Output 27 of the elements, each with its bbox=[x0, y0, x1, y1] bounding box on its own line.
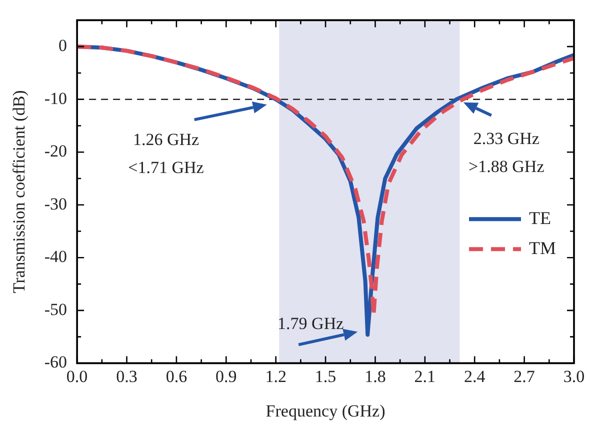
x-tick-label: 2.7 bbox=[514, 366, 536, 386]
x-tick-label: 0.0 bbox=[66, 366, 88, 386]
y-tick-label: -40 bbox=[44, 247, 68, 266]
legend-label: TE bbox=[529, 208, 551, 228]
x-tick-label: 0.6 bbox=[166, 366, 188, 386]
y-tick-label: 0 bbox=[58, 36, 68, 56]
annotation: <1.71 GHz bbox=[128, 158, 204, 178]
x-tick-label: 2.4 bbox=[464, 366, 486, 386]
annotation: 2.33 GHz bbox=[473, 128, 540, 148]
y-tick-label: -50 bbox=[44, 300, 68, 319]
y-tick-label: -20 bbox=[44, 142, 68, 161]
x-tick-label: 1.2 bbox=[265, 366, 286, 386]
y-tick-label: -60 bbox=[44, 352, 68, 372]
legend-label: TM bbox=[529, 238, 556, 258]
x-tick-label: 1.5 bbox=[314, 366, 336, 386]
x-tick-label: 2.1 bbox=[414, 366, 436, 386]
x-tick-label: 3.0 bbox=[563, 366, 585, 386]
x-tick-label: 0.3 bbox=[116, 366, 138, 386]
x-tick-label: 0.9 bbox=[216, 366, 237, 386]
annotation: >1.88 GHz bbox=[468, 156, 545, 176]
x-tick-label: 1.8 bbox=[364, 366, 386, 386]
y-tick-label: -10 bbox=[44, 88, 68, 108]
x-axis-title: Frequency (GHz) bbox=[266, 401, 386, 420]
annotation: 1.26 GHz bbox=[132, 130, 200, 150]
y-tick-label: -30 bbox=[44, 194, 68, 214]
y-axis-title: Transmission coefficient (dB) bbox=[10, 90, 29, 294]
annotation: 1.79 GHz bbox=[278, 314, 344, 334]
